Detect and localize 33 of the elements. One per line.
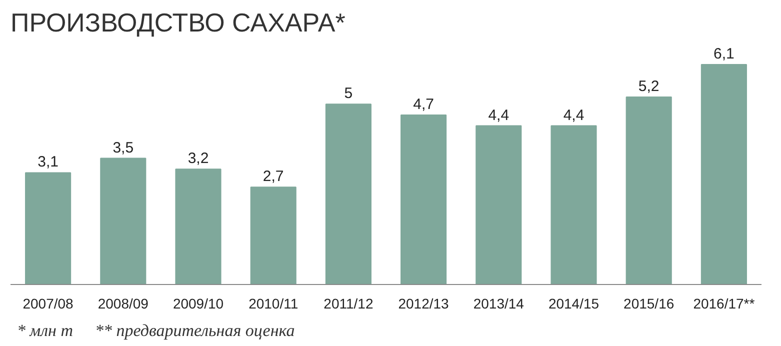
text: ** предварительная оценка <box>94 321 295 340</box>
bar <box>100 158 146 284</box>
bar <box>626 96 672 284</box>
bar <box>250 186 296 284</box>
bar <box>400 114 447 284</box>
x-tick-label: 2016/17** <box>693 296 756 312</box>
text: * млн т <box>17 321 73 340</box>
x-tick-label: 2015/16 <box>624 296 674 312</box>
bar <box>325 104 372 284</box>
bar <box>476 125 522 284</box>
data-label: 4,4 <box>488 106 510 124</box>
x-tick-label: 2011/12 <box>324 296 374 312</box>
x-tick-label: 2014/15 <box>548 296 600 312</box>
x-tick-label: 2008/09 <box>98 296 149 312</box>
x-tick-label: 2007/08 <box>22 296 74 312</box>
x-tick-label: 2009/10 <box>172 296 224 312</box>
x-tick-label: 2010/11 <box>248 296 298 312</box>
bar <box>550 125 597 284</box>
data-label: 4,4 <box>563 106 584 124</box>
data-label: 6,1 <box>714 46 734 62</box>
bar <box>25 172 72 284</box>
data-label: 2,7 <box>262 168 284 186</box>
bar <box>175 168 222 284</box>
data-label: 5 <box>344 85 353 102</box>
x-tick-label: 2012/13 <box>398 296 450 312</box>
data-label: 4,7 <box>413 96 434 113</box>
bar <box>700 64 747 284</box>
data-label: 5,2 <box>638 78 660 95</box>
x-tick-label: 2013/14 <box>473 296 524 312</box>
data-label: 3,5 <box>112 139 134 156</box>
chart-title: ПРОИЗВОДСТВО САХАРА* <box>10 8 346 38</box>
data-label: 3,2 <box>188 150 209 168</box>
data-label: 3,1 <box>38 154 58 171</box>
